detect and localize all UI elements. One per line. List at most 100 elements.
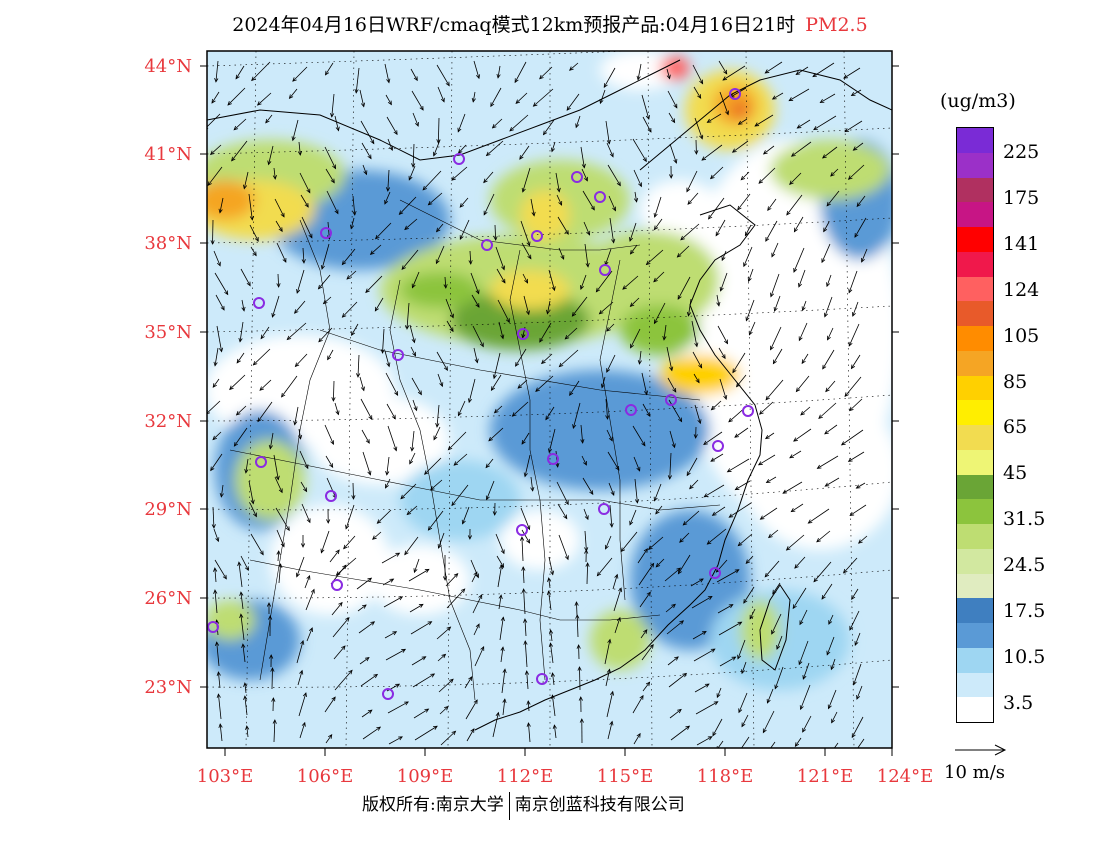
city-marker bbox=[536, 673, 548, 685]
wind-vector-head bbox=[843, 74, 848, 79]
wind-vector bbox=[738, 118, 748, 125]
wind-vector-head bbox=[857, 539, 863, 544]
wind-vector bbox=[320, 530, 330, 553]
wind-vector-head bbox=[235, 411, 241, 416]
city-marker bbox=[331, 579, 343, 591]
wind-vector-head bbox=[386, 78, 391, 84]
wind-vector-head bbox=[798, 336, 803, 342]
wind-vector-head bbox=[816, 464, 822, 469]
wind-vector bbox=[343, 535, 356, 549]
wind-vector bbox=[355, 67, 360, 93]
wind-vector-head bbox=[710, 405, 716, 411]
wind-vector-head bbox=[802, 674, 807, 680]
wind-vector-head bbox=[741, 722, 746, 728]
wind-vector bbox=[614, 617, 621, 634]
wind-vector-head bbox=[848, 406, 854, 412]
wind-vector bbox=[257, 92, 272, 106]
wind-vector bbox=[831, 711, 838, 723]
wind-vector-head bbox=[244, 566, 249, 572]
wind-vector bbox=[741, 661, 747, 674]
wind-vector-head bbox=[673, 103, 678, 109]
wind-vector bbox=[830, 168, 839, 177]
wind-vector bbox=[404, 536, 419, 555]
wind-vector-head bbox=[823, 227, 828, 233]
wind-vector bbox=[359, 89, 365, 107]
wind-vector-head bbox=[213, 361, 218, 367]
wind-vector bbox=[818, 402, 837, 419]
wind-vector bbox=[502, 699, 506, 716]
wind-vector bbox=[233, 118, 247, 131]
wind-vector-head bbox=[726, 468, 732, 473]
wind-vector-head bbox=[501, 278, 506, 284]
wind-vector-head bbox=[515, 99, 521, 104]
wind-vector bbox=[257, 401, 273, 422]
wind-vector-head bbox=[569, 66, 574, 71]
wind-vector bbox=[260, 326, 270, 339]
wind-vector bbox=[666, 620, 684, 635]
wind-vector-head bbox=[281, 392, 286, 398]
wind-vector-head bbox=[856, 202, 861, 208]
wind-vector bbox=[468, 378, 476, 403]
wind-vector bbox=[665, 604, 676, 613]
wind-vector bbox=[535, 375, 554, 392]
wind-vector-head bbox=[500, 549, 505, 555]
wind-vector-head bbox=[270, 667, 275, 672]
wind-vector-head bbox=[488, 436, 493, 442]
wind-vector-head bbox=[609, 720, 614, 726]
wind-vector bbox=[558, 247, 565, 260]
wind-vector-head bbox=[849, 511, 855, 516]
wind-vector-head bbox=[285, 526, 290, 532]
colorbar-swatch bbox=[957, 425, 993, 450]
wind-vector-head bbox=[474, 358, 479, 364]
wind-vector-head bbox=[615, 465, 620, 471]
wind-vector bbox=[422, 170, 442, 191]
wind-vector-head bbox=[451, 730, 457, 736]
wind-vector-head bbox=[828, 620, 833, 625]
wind-vector-head bbox=[526, 241, 531, 247]
wind-vector bbox=[517, 379, 528, 389]
wind-vector-head bbox=[850, 92, 856, 97]
wind-vector bbox=[826, 274, 832, 287]
wind-vector bbox=[707, 528, 727, 545]
wind-vector-head bbox=[793, 437, 798, 442]
wind-vector-head bbox=[288, 94, 294, 100]
wind-vector-head bbox=[606, 327, 611, 332]
wind-vector bbox=[683, 510, 700, 526]
wind-vector bbox=[471, 571, 478, 583]
wind-vector-head bbox=[608, 436, 613, 442]
wind-vector-head bbox=[500, 646, 505, 652]
lat-label-41N: 41°N bbox=[144, 144, 192, 165]
wind-vector bbox=[844, 376, 862, 397]
wind-vector bbox=[786, 534, 805, 551]
wind-vector bbox=[694, 117, 703, 139]
wind-vector bbox=[530, 476, 534, 491]
wind-vector bbox=[664, 567, 681, 582]
wind-vector bbox=[515, 348, 527, 367]
wind-vector-head bbox=[539, 337, 544, 343]
wind-vector-head bbox=[343, 544, 348, 550]
wind-vector bbox=[306, 627, 313, 642]
wind-vector bbox=[789, 172, 802, 185]
wind-vector-head bbox=[757, 461, 763, 466]
wind-vector-head bbox=[392, 631, 398, 636]
wind-vector bbox=[642, 403, 651, 417]
wind-vector-head bbox=[550, 570, 555, 576]
wind-vector-head bbox=[467, 398, 473, 404]
wind-vector bbox=[385, 649, 406, 661]
wind-vector bbox=[696, 736, 713, 746]
wind-vector-head bbox=[213, 589, 218, 594]
wind-vector-head bbox=[826, 650, 831, 656]
wind-vector-head bbox=[678, 417, 683, 423]
wind-vector bbox=[606, 354, 616, 373]
wind-vector-head bbox=[826, 282, 831, 288]
wind-vector-head bbox=[500, 616, 505, 622]
wind-vector-head bbox=[483, 178, 488, 184]
wind-vector-head bbox=[218, 347, 224, 353]
wind-vector-head bbox=[351, 495, 356, 500]
wind-vector-head bbox=[354, 88, 359, 94]
wind-vector bbox=[251, 61, 271, 81]
wind-vector bbox=[606, 691, 614, 718]
wind-vector bbox=[720, 272, 728, 292]
wind-vector-head bbox=[414, 121, 419, 127]
wind-vector bbox=[325, 62, 334, 76]
